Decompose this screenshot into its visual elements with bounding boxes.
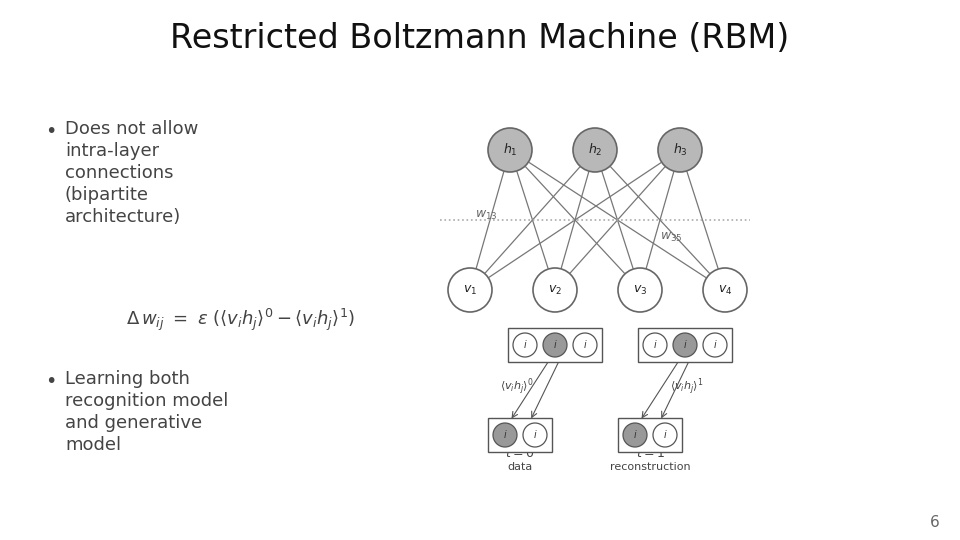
- Text: architecture): architecture): [65, 208, 181, 226]
- Text: intra-layer: intra-layer: [65, 142, 159, 160]
- Text: i: i: [523, 340, 526, 350]
- Circle shape: [448, 268, 492, 312]
- Text: i: i: [684, 340, 686, 350]
- Text: recognition model: recognition model: [65, 392, 228, 410]
- Circle shape: [703, 268, 747, 312]
- Text: $v_1$: $v_1$: [463, 284, 477, 296]
- Text: i: i: [554, 340, 557, 350]
- Text: $t = 0$: $t = 0$: [505, 447, 535, 460]
- Circle shape: [533, 268, 577, 312]
- Text: $v_2$: $v_2$: [548, 284, 562, 296]
- Text: i: i: [534, 430, 537, 440]
- Text: $t = 1$: $t = 1$: [636, 447, 664, 460]
- Text: $h_2$: $h_2$: [588, 142, 602, 158]
- Text: $v_4$: $v_4$: [718, 284, 732, 296]
- Text: (bipartite: (bipartite: [65, 186, 149, 204]
- Text: i: i: [634, 430, 636, 440]
- Text: $\langle v_i h_j \rangle^1$: $\langle v_i h_j \rangle^1$: [670, 376, 704, 397]
- Text: data: data: [508, 462, 533, 472]
- Circle shape: [643, 333, 667, 357]
- Text: model: model: [65, 436, 121, 454]
- FancyBboxPatch shape: [638, 328, 732, 362]
- Circle shape: [623, 423, 647, 447]
- Text: $h_1$: $h_1$: [503, 142, 517, 158]
- Text: i: i: [663, 430, 666, 440]
- Circle shape: [653, 423, 677, 447]
- Circle shape: [543, 333, 567, 357]
- Text: •: •: [45, 122, 57, 141]
- Text: $w_{13}$: $w_{13}$: [475, 209, 497, 222]
- Text: Restricted Boltzmann Machine (RBM): Restricted Boltzmann Machine (RBM): [170, 22, 790, 55]
- FancyBboxPatch shape: [618, 418, 682, 452]
- Circle shape: [573, 333, 597, 357]
- Text: Learning both: Learning both: [65, 370, 190, 388]
- Text: $w_{35}$: $w_{35}$: [660, 231, 683, 244]
- Circle shape: [673, 333, 697, 357]
- Circle shape: [488, 128, 532, 172]
- Text: 6: 6: [930, 515, 940, 530]
- Text: i: i: [713, 340, 716, 350]
- Circle shape: [658, 128, 702, 172]
- Text: $h_3$: $h_3$: [673, 142, 687, 158]
- Circle shape: [523, 423, 547, 447]
- Text: i: i: [584, 340, 587, 350]
- Text: reconstruction: reconstruction: [610, 462, 690, 472]
- Circle shape: [703, 333, 727, 357]
- Text: i: i: [654, 340, 657, 350]
- Text: $\Delta\, w_{ij}\ =\ \varepsilon\ (\langle v_i h_j \rangle^0 - \langle v_i h_j \: $\Delta\, w_{ij}\ =\ \varepsilon\ (\lang…: [126, 307, 354, 333]
- FancyBboxPatch shape: [508, 328, 602, 362]
- Text: i: i: [504, 430, 506, 440]
- Circle shape: [513, 333, 537, 357]
- Text: $\langle v_i h_j \rangle^0$: $\langle v_i h_j \rangle^0$: [500, 376, 534, 397]
- Circle shape: [493, 423, 517, 447]
- Circle shape: [618, 268, 662, 312]
- Text: connections: connections: [65, 164, 174, 182]
- Text: •: •: [45, 372, 57, 391]
- Circle shape: [573, 128, 617, 172]
- FancyBboxPatch shape: [488, 418, 552, 452]
- Text: and generative: and generative: [65, 414, 203, 432]
- Text: $v_3$: $v_3$: [633, 284, 647, 296]
- Text: Does not allow: Does not allow: [65, 120, 199, 138]
